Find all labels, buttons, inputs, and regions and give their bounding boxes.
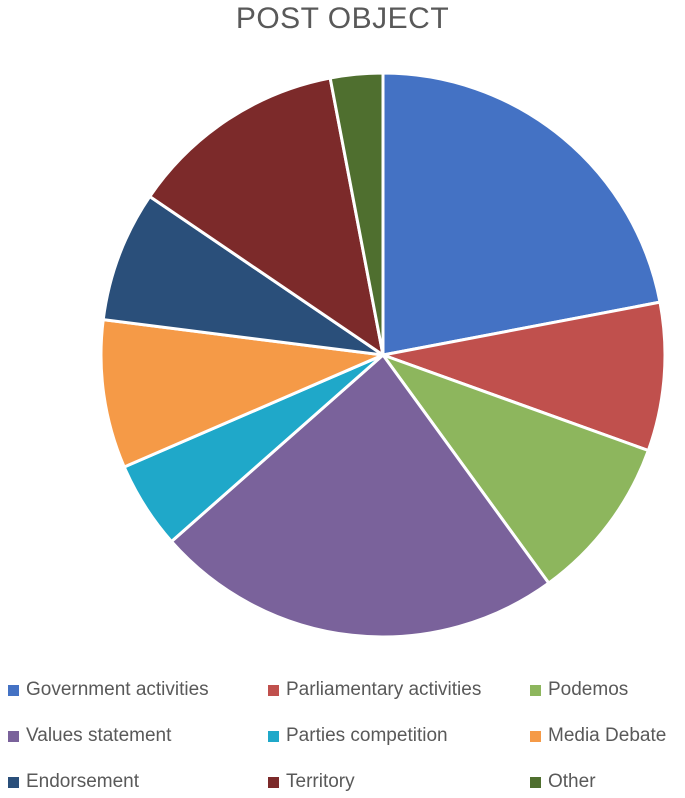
legend-label: Other: [548, 771, 596, 792]
pie-slice-podemos: [381, 353, 650, 585]
legend-swatch: [268, 684, 279, 696]
legend-label: Parties competition: [286, 725, 448, 746]
legend-item-podemos: Podemos: [530, 675, 628, 705]
legend-label: Government activities: [26, 679, 209, 700]
pie-chart: [99, 71, 667, 639]
legend-swatch: [530, 684, 541, 696]
legend-item-values-statement: Values statement: [8, 721, 171, 751]
legend-label: Parliamentary activities: [286, 679, 482, 700]
chart-title: POST OBJECT: [235, 2, 450, 35]
legend-item-government-activities: Government activities: [8, 675, 209, 705]
pie-slice-media-debate: [99, 318, 385, 469]
legend-label: Values statement: [26, 725, 172, 746]
legend-label: Territory: [286, 771, 355, 792]
legend-item-parliamentary-activities: Parliamentary activities: [268, 675, 481, 705]
legend-swatch: [8, 730, 19, 742]
legend-swatch: [8, 776, 19, 788]
legend-swatch: [8, 684, 19, 696]
legend-label: Endorsement: [26, 771, 140, 792]
legend-item-other: Other: [530, 767, 596, 797]
legend-item-endorsement: Endorsement: [8, 767, 139, 797]
pie-slice-parliamentary-activities: [381, 300, 667, 453]
legend-item-territory: Territory: [268, 767, 355, 797]
legend-item-media-debate: Media Debate: [530, 721, 666, 751]
legend-label: Media Debate: [548, 725, 667, 746]
legend-swatch: [530, 730, 541, 742]
legend-item-parties-competition: Parties competition: [268, 721, 448, 751]
pie-slice-values-statement: [169, 353, 551, 639]
pie-slice-government-activities: [381, 71, 662, 357]
chart-legend: Government activities Parliamentary activ…: [0, 670, 685, 795]
pie-slice-territory: [148, 76, 385, 357]
pie-slice-other: [328, 71, 385, 357]
legend-swatch: [268, 730, 279, 742]
legend-swatch: [268, 776, 279, 788]
legend-swatch: [530, 776, 541, 788]
pie-slice-endorsement: [101, 194, 385, 357]
legend-label: Podemos: [548, 679, 629, 700]
